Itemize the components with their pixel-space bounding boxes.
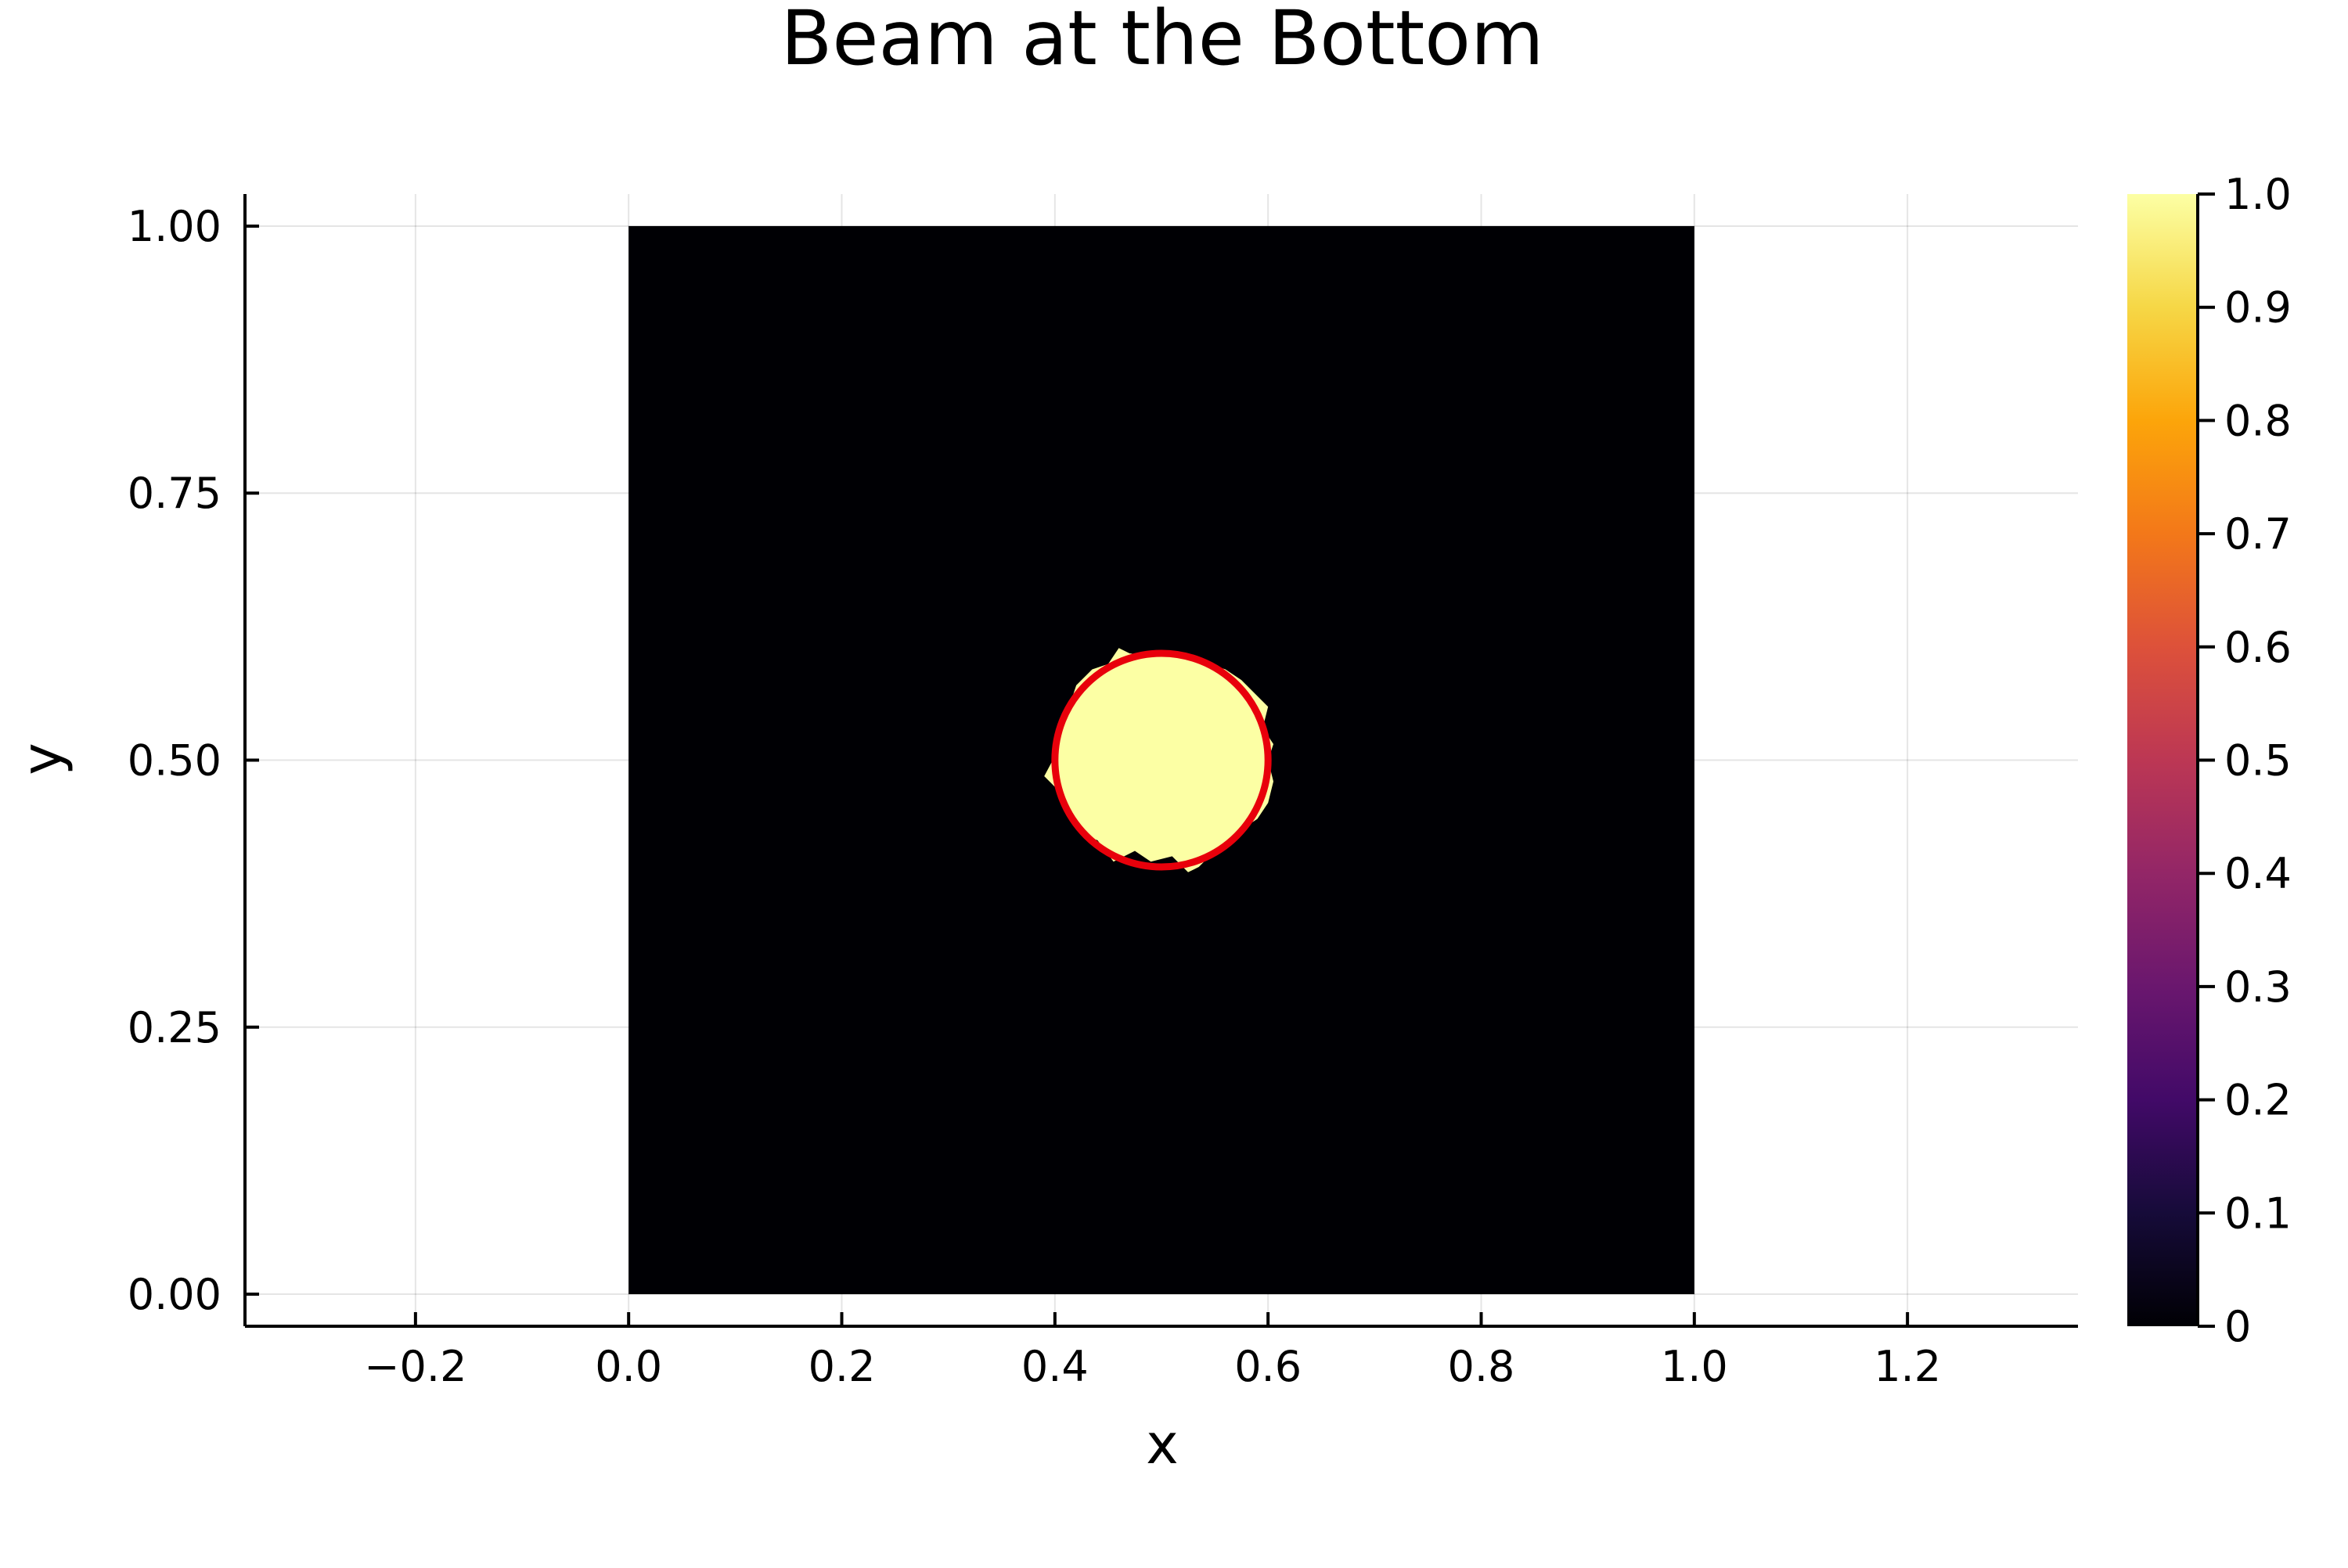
colorbar-tick-label: 0.7 <box>2224 509 2292 559</box>
x-tick-label: 0.6 <box>1234 1342 1302 1391</box>
x-tick-label: 1.0 <box>1661 1342 1728 1391</box>
x-tick-label: 0.8 <box>1448 1342 1515 1391</box>
colorbar-tick-label: 0.1 <box>2224 1189 2292 1238</box>
colorbar-tick-label: 0.9 <box>2224 283 2292 333</box>
y-tick-label: 1.00 <box>128 202 221 251</box>
y-tick-label: 0.25 <box>128 1003 221 1052</box>
colorbar-tick-label: 1.0 <box>2224 170 2292 219</box>
colorbar: 0 0.1 0.2 0.3 0.4 0.5 0.6 0.7 0.8 0.9 1.0 <box>2127 170 2292 1351</box>
overlay <box>1051 649 1272 871</box>
colorbar-gradient <box>2127 194 2198 1326</box>
y-tick-label: 0.00 <box>128 1270 221 1319</box>
colorbar-tick-label: 0.3 <box>2224 962 2292 1012</box>
y-tick-label: 0.50 <box>128 736 221 786</box>
colorbar-tick-label: 0 <box>2224 1302 2251 1351</box>
heatmap <box>628 225 1694 1295</box>
axes: −0.2 0.0 0.2 0.4 0.6 0.8 1.0 1.2 0.00 0.25 0.50 0.7… <box>128 194 2078 1391</box>
colorbar-tick-label: 0.4 <box>2224 849 2292 898</box>
y-tick-label: 0.75 <box>128 469 221 518</box>
colorbar-tick-label: 0.5 <box>2224 736 2292 786</box>
x-tick-label: 0.2 <box>808 1342 876 1391</box>
colorbar-tick-label: 0.2 <box>2224 1076 2292 1125</box>
y-axis-label: y <box>10 743 74 775</box>
colorbar-tick-label: 0.6 <box>2224 623 2292 672</box>
x-tick-label: −0.2 <box>364 1342 466 1391</box>
overlay-circle <box>1051 649 1272 871</box>
x-axis-label: x <box>1146 1412 1178 1476</box>
beam-region <box>1044 648 1273 872</box>
chart-title: Beam at the Bottom <box>781 0 1544 82</box>
colorbar-tick-label: 0.8 <box>2224 396 2292 445</box>
x-tick-label: 1.2 <box>1874 1342 1941 1391</box>
x-tick-label: 0.0 <box>595 1342 662 1391</box>
x-tick-label: 0.4 <box>1021 1342 1089 1391</box>
